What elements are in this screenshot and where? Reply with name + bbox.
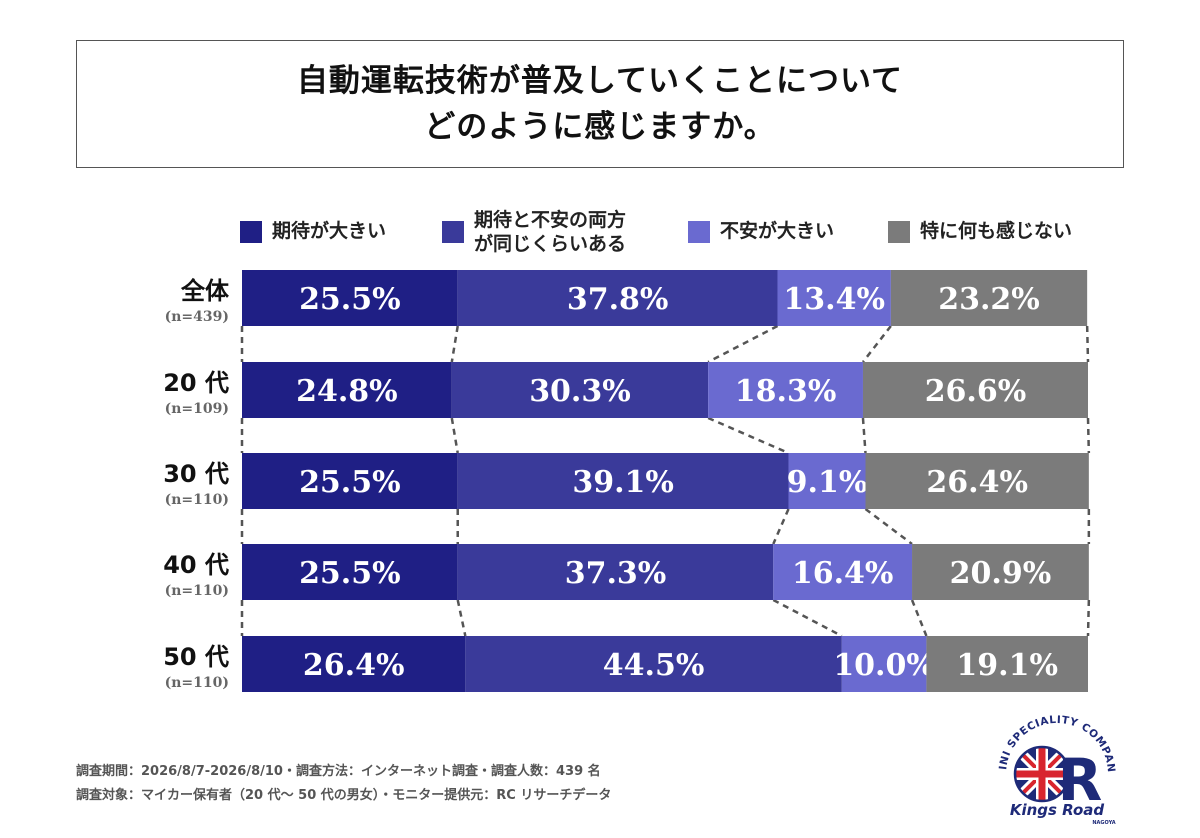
chart-title-line-2: どのように感じますか。 xyxy=(424,109,776,145)
value-label: 24.8% xyxy=(296,374,398,409)
value-label: 19.1% xyxy=(956,648,1058,683)
bar-segment xyxy=(242,362,452,418)
legend-item-no-feeling: 特に何も感じない xyxy=(888,208,1072,243)
chart-title-line-1: 自動運転技術が普及していくことについて xyxy=(296,63,904,99)
bar-segment xyxy=(465,636,842,692)
value-label: 9.1% xyxy=(787,465,868,500)
connector-line xyxy=(772,598,843,638)
bar-segment xyxy=(457,453,789,509)
category-label: 全体 xyxy=(180,277,230,305)
value-label: 25.5% xyxy=(299,465,401,500)
value-label: 13.4% xyxy=(783,282,885,317)
value-label: 23.2% xyxy=(938,282,1040,317)
bar-segment xyxy=(242,636,466,692)
value-label: 26.6% xyxy=(925,374,1027,409)
connector-line xyxy=(456,599,467,637)
category-label: 30 代 xyxy=(163,460,229,488)
bar-segment xyxy=(777,270,891,326)
sample-size-label: (n=439) xyxy=(165,309,229,325)
bar-segment xyxy=(890,270,1088,326)
value-label: 30.3% xyxy=(529,374,631,409)
legend-item-both: 期待と不安の両方 が同じくらいある xyxy=(442,208,626,256)
footer: 調査期間：2026/8/7-2026/8/10・調査方法：インターネット調査・調… xyxy=(76,760,611,808)
logo-brand-text: Kings Road xyxy=(1010,801,1105,819)
legend-label: 期待と不安の両方 が同じくらいある xyxy=(474,209,627,255)
connector-line xyxy=(450,417,459,454)
category-label: 20 代 xyxy=(163,369,229,397)
union-flag-icon xyxy=(1015,747,1069,801)
connector-line xyxy=(864,508,913,545)
bar-segment xyxy=(865,453,1089,509)
value-label: 39.1% xyxy=(572,465,674,500)
value-label: 20.9% xyxy=(950,556,1052,591)
connector-line xyxy=(450,325,459,363)
value-label: 37.3% xyxy=(565,556,667,591)
bar-segment xyxy=(242,453,458,509)
bar-segment xyxy=(773,544,913,600)
legend-swatch xyxy=(240,221,262,243)
value-label: 37.8% xyxy=(567,282,669,317)
footer-survey-info: 調査期間：2026/8/7-2026/8/10・調査方法：インターネット調査・調… xyxy=(76,764,601,779)
value-label: 26.4% xyxy=(926,465,1028,500)
bar-segment xyxy=(451,362,709,418)
bar-segment xyxy=(788,453,866,509)
bar-segment xyxy=(841,636,927,692)
connector-line xyxy=(707,324,779,364)
value-label: 44.5% xyxy=(603,648,705,683)
bar-segment xyxy=(457,270,778,326)
value-label: 26.4% xyxy=(303,648,405,683)
footer-survey-target: 調査対象：マイカー保有者（20 代〜 50 代の男女）・モニター提供元：RC リ… xyxy=(76,788,612,803)
legend: 期待が大きい 期待と不安の両方 が同じくらいある 不安が大きい 特に何も感じない xyxy=(240,208,1120,260)
connector-line xyxy=(910,599,928,637)
connector-line xyxy=(1086,417,1091,454)
bar-segment xyxy=(242,544,458,600)
value-label: 16.4% xyxy=(792,556,894,591)
legend-label: 期待が大きい xyxy=(272,220,387,242)
legend-label: 不安が大きい xyxy=(720,220,835,242)
value-label: 18.3% xyxy=(735,374,837,409)
sample-size-label: (n=110) xyxy=(165,492,229,508)
connector-line xyxy=(861,417,867,454)
bar-segment xyxy=(708,362,863,418)
legend-label: 特に何も感じない xyxy=(920,220,1073,242)
title-box: 自動運転技術が普及していくことについて どのように感じますか。 xyxy=(76,40,1124,168)
connector-line xyxy=(772,508,790,545)
bar-segment xyxy=(457,544,774,600)
logo-ring xyxy=(1013,745,1071,803)
category-label: 40 代 xyxy=(163,551,229,579)
value-label: 25.5% xyxy=(299,282,401,317)
logo-sub-text: NAGOYA xyxy=(1092,820,1115,826)
connector-line xyxy=(861,325,892,363)
value-label: 25.5% xyxy=(299,556,401,591)
legend-swatch xyxy=(688,221,710,243)
connector-line xyxy=(1086,599,1091,637)
bar-segment xyxy=(926,636,1088,692)
sample-size-label: (n=110) xyxy=(165,675,229,691)
value-label: 10.0% xyxy=(833,648,935,683)
sample-size-label: (n=109) xyxy=(165,401,229,417)
connector-line xyxy=(707,416,790,455)
logo-letter: R xyxy=(1058,746,1103,814)
bar-segment xyxy=(862,362,1088,418)
category-label: 50 代 xyxy=(163,643,229,671)
legend-item-high-anxiety: 不安が大きい xyxy=(688,208,834,243)
bar-segment xyxy=(912,544,1089,600)
bar-segment xyxy=(242,270,458,326)
legend-swatch xyxy=(442,221,464,243)
sample-size-label: (n=110) xyxy=(165,583,229,599)
kings-road-logo: MINI SPECIALITY COMPANY R Kings Road NAG… xyxy=(992,708,1117,826)
connector-line xyxy=(1085,325,1090,363)
legend-item-high-expectation: 期待が大きい xyxy=(240,208,386,243)
legend-swatch xyxy=(888,221,910,243)
